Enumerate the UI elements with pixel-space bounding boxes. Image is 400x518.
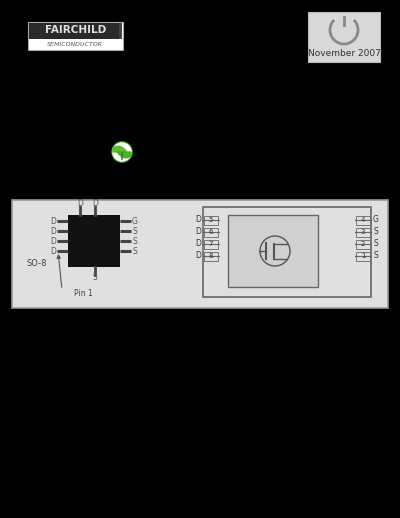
Bar [28, 22, 123, 50]
Text: D: D [195, 227, 201, 237]
Bar [204, 252, 218, 261]
Text: 4: 4 [361, 217, 365, 223]
Text: 2: 2 [361, 241, 365, 247]
Text: 6: 6 [209, 229, 213, 235]
Text: D: D [50, 226, 56, 236]
Text: 5: 5 [209, 217, 213, 223]
Text: 3: 3 [361, 229, 365, 235]
Bar [356, 239, 370, 249]
Text: D: D [195, 215, 201, 224]
Text: S: S [374, 252, 378, 261]
Text: G: G [132, 217, 138, 225]
Text: D: D [50, 237, 56, 246]
Text: D: D [195, 239, 201, 249]
Text: D: D [77, 199, 83, 209]
Bar [29, 23, 122, 39]
Bar [203, 207, 371, 297]
Bar [12, 200, 388, 308]
Text: S: S [374, 227, 378, 237]
Text: 1: 1 [361, 253, 365, 259]
Text: D: D [92, 199, 98, 209]
Text: FAIRCHILD: FAIRCHILD [45, 25, 106, 35]
Polygon shape [118, 152, 131, 158]
Bar [204, 239, 218, 249]
Bar [119, 23, 122, 39]
Text: SO-8: SO-8 [27, 258, 47, 267]
Text: G: G [373, 215, 379, 224]
Bar [204, 215, 218, 224]
Text: S: S [133, 226, 137, 236]
Text: S: S [133, 237, 137, 246]
Text: D: D [195, 252, 201, 261]
Text: Pin 1: Pin 1 [74, 290, 92, 298]
Bar [228, 215, 318, 287]
Text: S: S [93, 274, 97, 282]
Text: 8: 8 [209, 253, 213, 259]
Bar [356, 252, 370, 261]
Text: S: S [133, 247, 137, 255]
Bar [68, 215, 120, 267]
Text: SEMICONDUCTOR: SEMICONDUCTOR [48, 42, 104, 48]
Text: S: S [374, 239, 378, 249]
Bar [356, 227, 370, 237]
Bar [204, 227, 218, 237]
Bar [356, 215, 370, 224]
Polygon shape [113, 146, 126, 152]
Bar [308, 12, 380, 62]
Text: November 2007: November 2007 [308, 49, 380, 57]
Text: D: D [50, 217, 56, 225]
Circle shape [112, 142, 132, 162]
Text: 7: 7 [209, 241, 213, 247]
Text: D: D [50, 247, 56, 255]
